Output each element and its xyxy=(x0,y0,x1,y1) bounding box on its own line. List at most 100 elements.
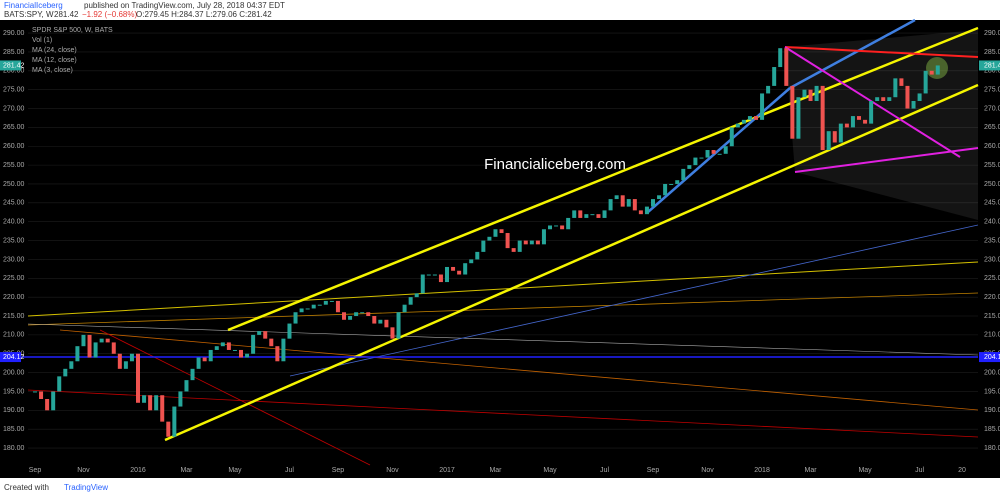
y-tick-label: 250.00 xyxy=(984,181,1000,188)
candle xyxy=(408,297,413,305)
candle xyxy=(905,85,910,109)
candle xyxy=(560,225,565,230)
candle xyxy=(584,214,589,218)
change: −1.92 (−0.68%) xyxy=(82,10,137,19)
y-tick-label: 265.00 xyxy=(984,124,1000,131)
candle xyxy=(432,274,437,276)
candle xyxy=(154,395,159,411)
candle xyxy=(202,357,207,362)
candle xyxy=(863,119,868,124)
candle xyxy=(578,210,583,218)
candle xyxy=(929,70,934,75)
candle xyxy=(632,199,637,211)
candle xyxy=(299,308,304,313)
candle xyxy=(329,300,334,302)
candle xyxy=(51,391,56,411)
trendline xyxy=(789,18,916,90)
x-tick-label: Mar xyxy=(180,467,193,474)
candle xyxy=(263,331,268,339)
x-tick-label: Nov xyxy=(77,467,90,474)
candle xyxy=(717,153,722,155)
indicator: MA (24, close) xyxy=(32,47,77,54)
candle xyxy=(81,334,86,347)
candle xyxy=(675,180,680,184)
price-tag xyxy=(979,60,1000,71)
plot-bg xyxy=(0,20,1000,478)
y-tick-label: 185.00 xyxy=(3,426,25,433)
candle xyxy=(681,168,686,181)
y-tick-label: 235.00 xyxy=(3,237,25,244)
trendline xyxy=(27,292,979,326)
footer-brand[interactable]: TradingView xyxy=(64,483,108,492)
x-tick-label: May xyxy=(543,467,557,474)
candle xyxy=(463,263,468,275)
candle xyxy=(311,304,316,309)
x-tick-label: Jul xyxy=(285,467,294,474)
y-tick-label: 240.00 xyxy=(984,219,1000,226)
candle xyxy=(699,157,704,159)
candle xyxy=(172,406,177,437)
candle xyxy=(475,251,480,260)
candle xyxy=(608,199,613,211)
candle xyxy=(808,89,813,101)
candle xyxy=(541,229,546,245)
y-tick-label: 270.00 xyxy=(3,105,25,112)
candle xyxy=(669,183,674,185)
y-tick-label: 255.00 xyxy=(984,162,1000,169)
candle xyxy=(287,323,292,339)
candle xyxy=(614,195,619,200)
y-tick-label: 195.00 xyxy=(3,388,25,395)
candle xyxy=(923,70,928,94)
y-tick-label: 285.00 xyxy=(3,49,25,56)
published: published on TradingView.com, July 28, 2… xyxy=(84,1,285,10)
y-tick-label: 275.00 xyxy=(984,87,1000,94)
candle xyxy=(87,334,92,358)
trendline xyxy=(27,323,979,356)
candle xyxy=(620,195,625,207)
y-tick-label: 190.00 xyxy=(984,407,1000,414)
trendline xyxy=(289,224,979,377)
x-tick-label: Mar xyxy=(489,467,502,474)
y-tick-label: 265.00 xyxy=(3,124,25,131)
candle xyxy=(778,48,783,68)
candle xyxy=(57,376,62,392)
candle xyxy=(626,199,631,207)
y-tick-label: 280.00 xyxy=(984,68,1000,75)
candle xyxy=(857,116,861,120)
y-tick-label: 250.00 xyxy=(3,181,25,188)
candle xyxy=(45,399,50,411)
candle xyxy=(657,195,662,200)
candle xyxy=(511,248,516,252)
candle xyxy=(414,293,419,298)
x-tick-label: Sep xyxy=(332,467,345,474)
candle xyxy=(469,259,474,264)
footer-created: Created with xyxy=(4,483,49,492)
level-tag-label: 204.12 xyxy=(984,354,1000,361)
candle xyxy=(360,312,365,314)
candle xyxy=(772,67,777,86)
y-tick-label: 220.00 xyxy=(984,294,1000,301)
candle xyxy=(148,395,153,411)
candle xyxy=(838,123,843,143)
candle xyxy=(826,131,831,151)
y-tick-label: 225.00 xyxy=(3,275,25,282)
candle xyxy=(123,361,128,369)
candle xyxy=(396,312,401,339)
y-tick-label: 245.00 xyxy=(984,200,1000,207)
candle xyxy=(850,116,855,128)
publisher[interactable]: FinancialIceberg xyxy=(4,1,63,10)
y-tick-label: 180.00 xyxy=(3,445,25,452)
trendline xyxy=(647,87,791,213)
price-tag-label: 281.42 xyxy=(984,62,1000,69)
y-tick-label: 200.00 xyxy=(3,369,25,376)
plot xyxy=(0,18,979,466)
indicator: MA (3, close) xyxy=(32,67,73,74)
trendline xyxy=(59,329,979,411)
candle xyxy=(142,395,147,403)
x-tick-label: Nov xyxy=(386,467,399,474)
y-tick-label: 210.00 xyxy=(984,332,1000,339)
candle xyxy=(317,304,322,306)
candle xyxy=(426,274,431,276)
candle xyxy=(687,165,692,169)
